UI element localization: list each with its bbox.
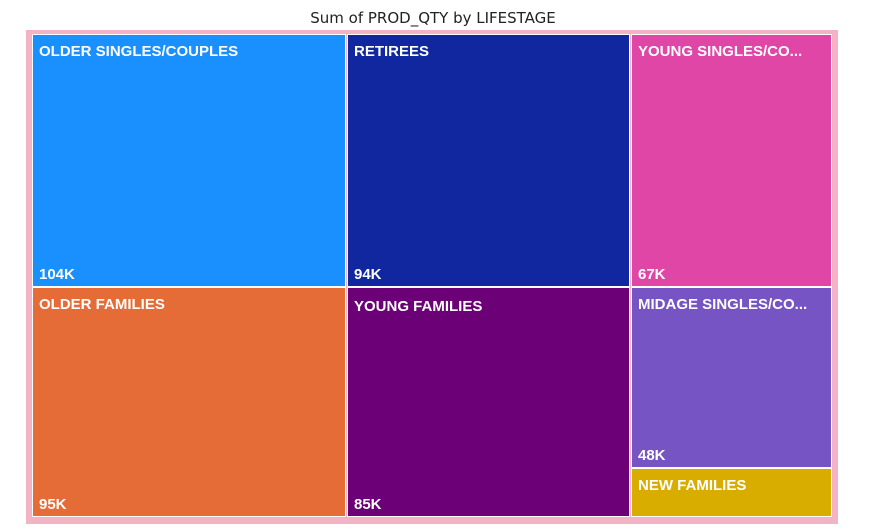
tile-label: RETIREES bbox=[354, 43, 430, 60]
chart-title: Sum of PROD_QTY by LIFESTAGE bbox=[310, 9, 556, 27]
tile-label: MIDAGE SINGLES/CO... bbox=[638, 296, 808, 313]
tile-new-families[interactable]: NEW FAMILIES bbox=[631, 468, 832, 517]
tile-label: YOUNG FAMILIES bbox=[354, 298, 483, 315]
tile-young-singles-couples[interactable]: YOUNG SINGLES/CO... 67K bbox=[631, 34, 832, 287]
tile-older-families[interactable]: OLDER FAMILIES 95K bbox=[32, 287, 346, 517]
tile-value: 48K bbox=[638, 447, 666, 464]
tile-value: 85K bbox=[354, 496, 382, 513]
tile-value: 67K bbox=[638, 266, 666, 283]
tile-midage-singles-couples[interactable]: MIDAGE SINGLES/CO... 48K bbox=[631, 287, 832, 468]
tile-older-singles-couples[interactable]: OLDER SINGLES/COUPLES 104K bbox=[32, 34, 346, 287]
tile-label: OLDER FAMILIES bbox=[39, 296, 165, 313]
tile-value: 95K bbox=[39, 496, 67, 513]
tile-retirees[interactable]: RETIREES 94K bbox=[347, 34, 630, 287]
tile-label: NEW FAMILIES bbox=[638, 477, 747, 494]
tile-value: 94K bbox=[354, 266, 382, 283]
tile-young-families[interactable]: YOUNG FAMILIES 85K bbox=[347, 287, 630, 517]
tile-label: YOUNG SINGLES/CO... bbox=[638, 43, 803, 60]
tile-label: OLDER SINGLES/COUPLES bbox=[39, 43, 239, 60]
tile-value: 104K bbox=[39, 266, 75, 283]
treemap-frame: OLDER SINGLES/COUPLES 104K RETIREES 94K … bbox=[26, 30, 838, 524]
